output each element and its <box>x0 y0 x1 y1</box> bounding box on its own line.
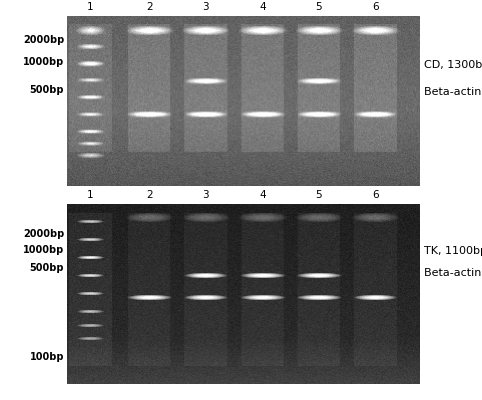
Text: 1000bp: 1000bp <box>23 245 64 255</box>
Text: 1000bp: 1000bp <box>23 57 64 67</box>
Text: 2: 2 <box>146 190 153 200</box>
Text: 2000bp: 2000bp <box>23 35 64 45</box>
Text: 6: 6 <box>372 2 378 12</box>
Text: 5: 5 <box>316 190 322 200</box>
Text: 500bp: 500bp <box>29 85 64 95</box>
Text: 3: 3 <box>202 2 209 12</box>
Text: 500bp: 500bp <box>29 263 64 273</box>
Text: CD, 1300bp: CD, 1300bp <box>424 60 482 70</box>
Text: B: B <box>72 208 83 222</box>
Text: 2: 2 <box>146 2 153 12</box>
Text: 100bp: 100bp <box>29 352 64 362</box>
Text: 1: 1 <box>87 2 94 12</box>
Text: 1: 1 <box>87 190 94 200</box>
Text: 4: 4 <box>259 190 266 200</box>
Text: TK, 1100bp: TK, 1100bp <box>424 246 482 256</box>
Text: Beta-actin, 500bp: Beta-actin, 500bp <box>424 87 482 97</box>
Text: 4: 4 <box>259 2 266 12</box>
Text: 5: 5 <box>316 2 322 12</box>
Text: A: A <box>72 20 83 34</box>
Text: Beta-actin, 500bp: Beta-actin, 500bp <box>424 268 482 278</box>
Text: 2000bp: 2000bp <box>23 229 64 239</box>
Text: 3: 3 <box>202 190 209 200</box>
Text: 6: 6 <box>372 190 378 200</box>
